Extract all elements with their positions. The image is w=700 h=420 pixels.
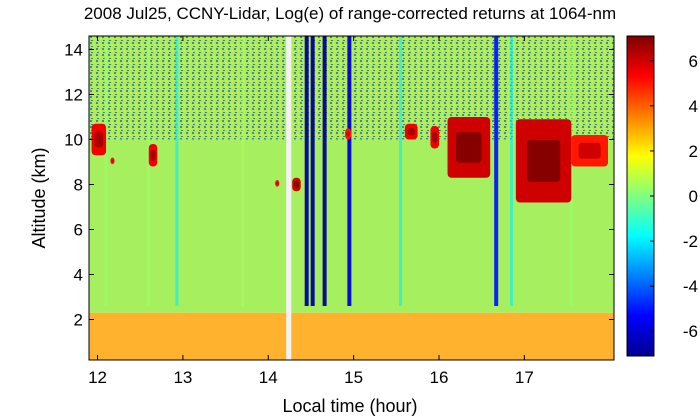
colorbar (626, 35, 655, 357)
y-axis-ticks: 2 4 6 8 10 12 14 (64, 41, 614, 330)
vertical-streak (322, 36, 327, 306)
vertical-streak (347, 36, 352, 306)
x-tick-label: 17 (515, 368, 534, 387)
cloud-layer-core (407, 127, 416, 136)
colorbar-tick-label: 4 (689, 97, 698, 116)
y-tick-label: 12 (64, 86, 83, 105)
cloud-layer-core (150, 149, 156, 161)
vertical-streak (494, 36, 499, 306)
cloud-layer-core (275, 181, 279, 186)
cloud-layer-core (293, 181, 299, 188)
colorbar-tick-label: -6 (683, 322, 698, 341)
y-axis-label: Altitude (km) (29, 147, 49, 248)
x-tick-label: 14 (259, 368, 278, 387)
cloud-layer-core (346, 131, 350, 137)
cloud-layer-core (526, 140, 561, 182)
vertical-streak (510, 36, 514, 306)
cloud-layer-core (578, 142, 601, 159)
x-axis-ticks: 12 13 14 15 16 17 (88, 36, 534, 387)
y-tick-label: 8 (74, 176, 83, 195)
heatmap-layers (89, 36, 614, 360)
y-tick-label: 6 (74, 221, 83, 240)
x-tick-label: 12 (88, 368, 107, 387)
cloud-layer-core (432, 131, 438, 143)
colorbar-tick-label: -2 (683, 232, 698, 251)
y-tick-label: 10 (64, 131, 83, 150)
heatmap-lower-background (89, 312, 614, 360)
y-tick-label: 4 (74, 266, 83, 285)
colorbar-tick-label: 0 (689, 187, 698, 206)
chart-title: 2008 Jul25, CCNY-Lidar, Log(e) of range-… (84, 4, 616, 23)
cloud-layer-core (111, 159, 114, 163)
heatmap-data-gap (286, 36, 292, 360)
x-tick-label: 15 (344, 368, 363, 387)
x-tick-label: 16 (430, 368, 449, 387)
colorbar-tick-label: 6 (689, 52, 698, 71)
vertical-streak (241, 36, 245, 306)
colorbar-tick-label: -4 (683, 277, 698, 296)
y-tick-label: 14 (64, 41, 83, 60)
y-tick-label: 2 (74, 311, 83, 330)
vertical-streak (104, 36, 108, 306)
heatmap-cloud-layers (91, 117, 609, 203)
colorbar-ticks: 6 4 2 0 -2 -4 -6 (650, 52, 698, 341)
vertical-streak (310, 36, 315, 306)
vertical-streak (304, 36, 309, 306)
vertical-streak (399, 36, 403, 306)
x-axis-label: Local time (hour) (282, 396, 417, 416)
cloud-layer-core (456, 132, 482, 163)
x-tick-label: 13 (173, 368, 192, 387)
plot-frame (88, 35, 615, 361)
vertical-streak (147, 36, 151, 306)
cloud-layer-core (94, 131, 104, 148)
vertical-streak (175, 36, 179, 306)
colorbar-tick-label: 2 (689, 142, 698, 161)
